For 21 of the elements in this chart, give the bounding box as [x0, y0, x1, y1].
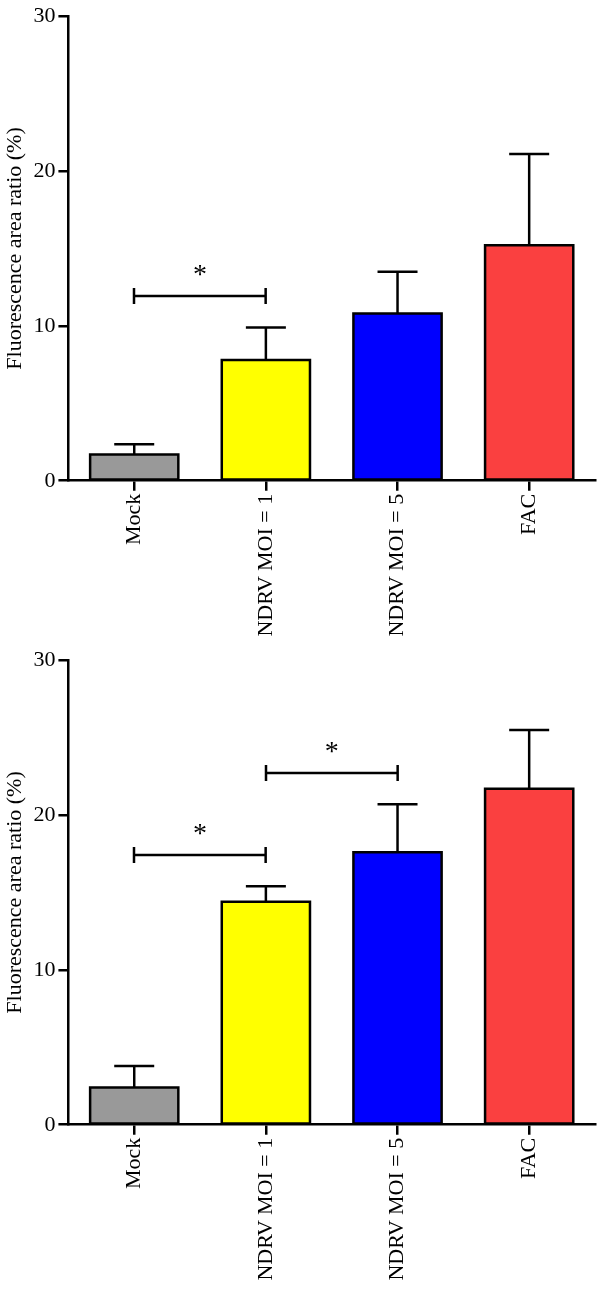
annotation: *	[193, 258, 208, 290]
y-tick-label: 10	[33, 955, 56, 981]
x-tick-label: NDRV MOI = 1	[251, 1137, 277, 1281]
y-tick-label: 20	[33, 800, 56, 826]
y-tick-label: 0	[44, 1110, 56, 1136]
y-axis-title: Fluorescence area ratio (%)	[0, 771, 26, 1014]
annotation: *	[324, 735, 339, 767]
x-tick-label: NDRV MOI = 1	[251, 493, 277, 637]
y-tick-label: 30	[33, 1, 56, 27]
y-tick-label: 30	[33, 645, 56, 671]
y-tick-label: 10	[33, 311, 56, 337]
y-tick-label: 0	[44, 466, 56, 492]
x-tick-label: Mock	[120, 493, 146, 546]
x-tick-label: NDRV MOI = 5	[383, 1137, 409, 1281]
x-tick-label: Mock	[120, 1137, 146, 1190]
x-tick-label: FAC	[514, 1137, 540, 1179]
annotation: *	[193, 817, 208, 849]
y-tick-label: 20	[33, 156, 56, 182]
x-tick-label: NDRV MOI = 5	[383, 493, 409, 637]
y-axis-title: Fluorescence area ratio (%)	[0, 127, 26, 370]
x-tick-label: FAC	[514, 493, 540, 535]
